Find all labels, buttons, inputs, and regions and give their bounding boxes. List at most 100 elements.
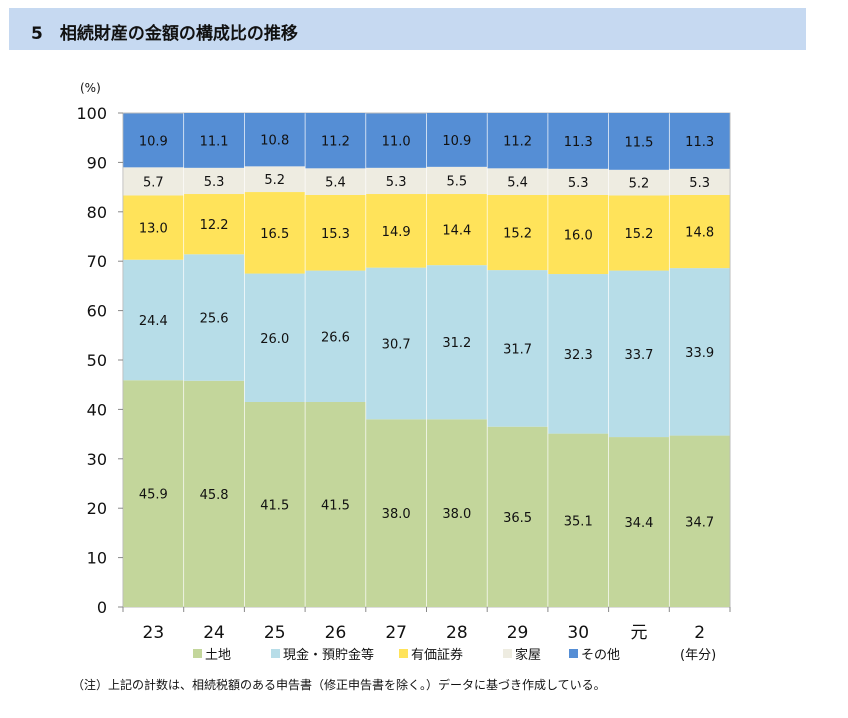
bar-segment (608, 113, 669, 170)
data-label: 5.3 (204, 175, 225, 190)
data-label: 11.0 (382, 135, 411, 150)
data-label: 5.5 (447, 174, 468, 189)
bar-segment (426, 419, 487, 607)
data-label: 5.4 (325, 176, 346, 191)
bar-segment (305, 401, 366, 607)
bar-segment (608, 270, 669, 438)
bar-segment (184, 167, 245, 195)
bar-segment (305, 270, 366, 402)
bar-segment (608, 437, 669, 607)
data-label: 31.2 (442, 336, 471, 351)
page-title: 5 相続財産の金額の構成比の推移 (31, 24, 298, 44)
bar-segment (244, 192, 305, 274)
y-tick-label: 0 (97, 598, 107, 617)
bar-segment (244, 113, 305, 167)
x-tick-label: 24 (203, 623, 225, 643)
data-label: 11.3 (685, 135, 714, 150)
legend-swatch (271, 649, 280, 658)
bar-segment (548, 433, 609, 607)
data-label: 5.3 (386, 175, 407, 190)
bar-segment (548, 113, 609, 169)
data-label: 15.2 (503, 227, 532, 242)
data-label: 14.8 (685, 226, 714, 241)
legend-swatch (399, 649, 408, 658)
footnote: （注）上記の計数は、相続税額のある申告書（修正申告書を除く。）データに基づき作成… (72, 678, 606, 692)
data-label: 31.7 (503, 342, 532, 357)
data-label: 34.7 (685, 515, 714, 530)
y-tick-label: 10 (87, 549, 107, 568)
x-tick-label: 29 (507, 623, 529, 643)
x-tick-label: 30 (567, 623, 589, 643)
data-label: 45.8 (200, 488, 229, 503)
x-tick-label: 27 (385, 623, 407, 643)
data-label: 32.3 (564, 348, 593, 363)
bar-segment (669, 113, 730, 169)
bar-segment (366, 167, 427, 195)
data-label: 5.3 (689, 176, 710, 191)
data-label: 34.4 (624, 516, 653, 531)
bar-segment (123, 167, 184, 196)
x-tick-label: 28 (446, 623, 468, 643)
bar-segment (669, 195, 730, 269)
data-label: 33.7 (624, 348, 653, 363)
legend-swatch (569, 649, 578, 658)
bar-segment (669, 435, 730, 607)
data-label: 41.5 (260, 498, 289, 513)
y-tick-label: 80 (87, 203, 107, 222)
data-label: 45.9 (139, 488, 168, 503)
y-tick-label: 40 (87, 400, 107, 419)
data-label: 30.7 (382, 337, 411, 352)
data-label: 11.5 (624, 135, 653, 150)
legend-swatch (503, 649, 512, 658)
bar-segment (669, 168, 730, 196)
bar-segment (487, 168, 548, 196)
y-tick-label: 90 (87, 153, 107, 172)
bar-segment (487, 270, 548, 427)
bar-segment (184, 113, 245, 168)
bar-segment (305, 195, 366, 271)
y-axis-unit: (%) (80, 81, 101, 95)
data-label: 16.0 (564, 229, 593, 244)
bar-segment (426, 166, 487, 195)
data-label: 15.2 (624, 227, 653, 242)
bar-segment (184, 380, 245, 607)
bar-segment (548, 168, 609, 196)
bar-segment (366, 419, 427, 607)
bar-segment (426, 113, 487, 167)
bar-segment (426, 194, 487, 266)
bar-segment (123, 380, 184, 607)
bar-segment (366, 113, 427, 168)
data-label: 10.9 (139, 134, 168, 149)
y-tick-label: 50 (87, 351, 107, 370)
data-label: 24.4 (139, 314, 168, 329)
data-label: 10.9 (442, 134, 471, 149)
data-label: 11.2 (503, 135, 532, 150)
bar-segment (244, 401, 305, 607)
data-label: 13.0 (139, 222, 168, 237)
bar-segment (123, 113, 184, 168)
bar-segment (487, 426, 548, 607)
bar-segment (184, 194, 245, 255)
y-tick-label: 60 (87, 302, 107, 321)
legend-label: その他 (581, 648, 620, 663)
data-label: 11.2 (321, 135, 350, 150)
data-label: 26.6 (321, 330, 350, 345)
x-tick-label: 26 (325, 623, 347, 643)
data-label: 11.3 (564, 135, 593, 150)
bar-segment (608, 169, 669, 196)
bar-segment (487, 113, 548, 169)
data-label: 5.2 (264, 173, 285, 188)
title-bar: 5 相続財産の金額の構成比の推移 (9, 8, 806, 50)
x-tick-label: 2 (694, 623, 705, 643)
bar-segment (366, 267, 427, 420)
y-tick-label: 30 (87, 450, 107, 469)
y-tick-label: 20 (87, 499, 107, 518)
legend-swatch (193, 649, 202, 658)
data-label: 41.5 (321, 498, 350, 513)
bar-segment (123, 195, 184, 260)
bar-segment (608, 195, 669, 271)
legend-label: 現金・預貯金等 (283, 647, 374, 663)
data-label: 14.4 (442, 224, 471, 239)
bar-segment (669, 268, 730, 436)
